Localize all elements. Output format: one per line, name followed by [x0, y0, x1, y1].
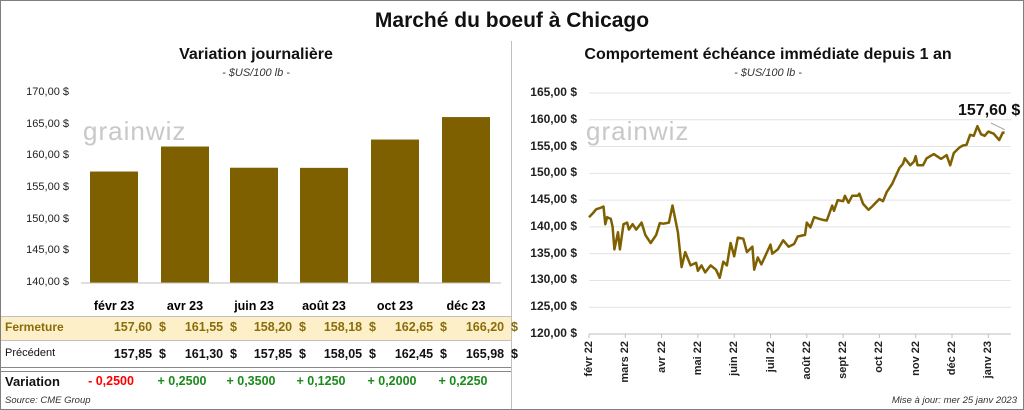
y-tick-label: 160,00 $	[26, 149, 69, 162]
price-line	[588, 124, 1005, 280]
table-cell: + 0,2250	[438, 374, 488, 388]
right-chart-unit: - $US/100 lb -	[734, 67, 802, 79]
source-note: Source: CME Group	[5, 395, 91, 406]
bar-2	[230, 167, 278, 283]
table-cell: 162,45 $	[394, 347, 447, 361]
table-cell: + 0,3500	[226, 374, 276, 388]
divider	[511, 41, 512, 409]
column-header: août 23	[302, 299, 346, 313]
x-tick-label: juil 22	[764, 341, 777, 373]
y-tick-label: 150,00 $	[26, 212, 69, 225]
grainwiz-logo: grainwiz	[586, 116, 690, 146]
y-tick-label: 135,00 $	[530, 245, 577, 260]
row-label: Variation	[5, 374, 60, 389]
y-tick-label: 155,00 $	[530, 138, 577, 153]
table-cell: 166,20 $	[465, 320, 518, 334]
last-value-label: 157,60 $	[958, 102, 1021, 119]
x-tick-label: févr 22	[583, 341, 595, 377]
y-tick-label: 155,00 $	[26, 181, 69, 193]
table-double-rule	[1, 367, 511, 372]
x-tick-label: oct 22	[873, 341, 886, 373]
y-tick-label: 165,00 $	[530, 85, 577, 99]
row-label: Précédent	[5, 347, 56, 359]
y-tick-label: 150,00 $	[530, 165, 577, 180]
x-tick-label: janv 23	[982, 341, 995, 379]
x-tick-label: août 22	[800, 341, 813, 380]
x-tick-label: nov 22	[909, 341, 922, 376]
row-label: Fermeture	[5, 320, 64, 334]
column-header: déc 23	[446, 299, 486, 313]
table-cell: 158,18 $	[323, 320, 376, 334]
bar-1	[161, 146, 209, 283]
table-cell: + 0,2500	[157, 374, 207, 388]
table-cell: + 0,2000	[367, 374, 417, 388]
y-tick-label: 140,00 $	[26, 276, 69, 288]
bar-0	[90, 171, 138, 283]
page-title: Marché du boeuf à Chicago	[374, 9, 650, 32]
table-cell: 157,60 $	[113, 320, 166, 334]
y-tick-label: 160,00 $	[530, 111, 577, 126]
bar-5	[442, 117, 490, 283]
table-cell: 162,65 $	[394, 320, 447, 334]
x-tick-label: juin 22	[728, 341, 741, 376]
x-tick-label: avr 22	[655, 341, 668, 373]
y-tick-label: 140,00 $	[530, 218, 577, 233]
table-cell: + 0,1250	[296, 374, 346, 388]
column-header: févr 23	[93, 299, 135, 313]
bar-4	[371, 139, 419, 283]
right-chart-title: Comportement échéance immédiate depuis 1…	[584, 46, 952, 63]
left-chart-unit: - $US/100 lb -	[222, 67, 290, 79]
x-tick-label: mars 22	[619, 341, 632, 383]
table-cell: 157,85 $	[253, 347, 306, 361]
x-tick-label: mai 22	[691, 341, 704, 376]
table-cell: 161,30 $	[184, 347, 237, 361]
column-header: oct 23	[376, 299, 414, 313]
y-tick-label: 145,00 $	[26, 244, 69, 257]
table-cell: 165,98 $	[465, 347, 518, 361]
update-note: Mise à jour: mer 25 janv 2023	[891, 395, 1017, 406]
column-header: avr 23	[166, 299, 204, 313]
table-cell: 158,05 $	[323, 347, 376, 361]
y-tick-label: 130,00 $	[530, 272, 577, 287]
table-cell: 161,55 $	[184, 320, 237, 334]
left-chart-title: Variation journalière	[179, 46, 333, 63]
x-tick-label: sept 22	[837, 341, 850, 379]
y-tick-label: 125,00 $	[530, 299, 577, 314]
fermeture-row-bg	[1, 316, 511, 341]
y-tick-label: 165,00 $	[26, 117, 69, 130]
label-leader-line	[990, 122, 1005, 131]
table-cell: 158,20 $	[253, 320, 306, 334]
x-tick-label: déc 22	[946, 341, 958, 376]
y-tick-label: 170,00 $	[26, 86, 69, 98]
y-tick-label: 120,00 $	[530, 326, 577, 340]
grainwiz-logo: grainwiz	[83, 116, 187, 146]
bar-3	[300, 167, 348, 283]
y-tick-label: 145,00 $	[530, 192, 577, 207]
table-cell: - 0,2500	[88, 374, 134, 388]
column-header: juin 23	[234, 299, 274, 313]
table-cell: 157,85 $	[113, 347, 166, 361]
